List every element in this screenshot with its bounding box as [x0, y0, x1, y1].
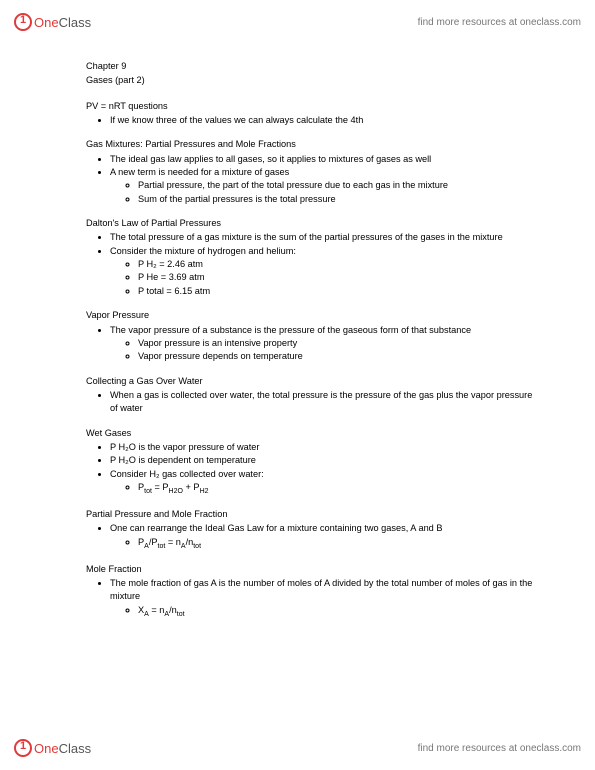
- sublist: XA = nA/ntot: [110, 604, 535, 620]
- page-header: OneClass find more resources at oneclass…: [0, 8, 595, 36]
- section-pvnrt-list: If we know three of the values we can al…: [86, 114, 535, 127]
- section-molefrac-list: The mole fraction of gas A is the number…: [86, 577, 535, 620]
- list-item: One can rearrange the Ideal Gas Law for …: [110, 522, 535, 551]
- chapter-subtitle: Gases (part 2): [86, 74, 535, 87]
- list-item: Vapor pressure depends on temperature: [138, 350, 535, 363]
- list-item: Sum of the partial pressures is the tota…: [138, 193, 535, 206]
- eq-part: = n: [165, 537, 181, 547]
- eq-part: /n: [169, 605, 177, 615]
- section-wet-title: Wet Gases: [86, 427, 535, 440]
- eq-part: + P: [183, 482, 200, 492]
- section-ppmf-list: One can rearrange the Ideal Gas Law for …: [86, 522, 535, 551]
- list-item: When a gas is collected over water, the …: [110, 389, 535, 416]
- sublist: P H₂ = 2.46 atm P He = 3.69 atm P total …: [110, 258, 535, 298]
- chapter-title: Chapter 9: [86, 60, 535, 73]
- eq-sub: tot: [144, 488, 152, 495]
- sublist: PA/Ptot = nA/ntot: [110, 536, 535, 552]
- section-vapor-list: The vapor pressure of a substance is the…: [86, 324, 535, 364]
- list-item-text: Consider H₂ gas collected over water:: [110, 469, 264, 479]
- header-tagline: find more resources at oneclass.com: [418, 17, 581, 28]
- section-collecting-title: Collecting a Gas Over Water: [86, 375, 535, 388]
- list-item: The mole fraction of gas A is the number…: [110, 577, 535, 620]
- logo-text-footer: OneClass: [34, 741, 91, 756]
- list-item: Ptot = PH2O + PH2: [138, 481, 535, 497]
- brand-logo: OneClass: [14, 13, 91, 31]
- logo-text: OneClass: [34, 15, 91, 30]
- eq-sub: H2: [200, 488, 209, 495]
- section-pvnrt-title: PV = nRT questions: [86, 100, 535, 113]
- list-item: A new term is needed for a mixture of ga…: [110, 166, 535, 206]
- list-item: The vapor pressure of a substance is the…: [110, 324, 535, 364]
- list-item: If we know three of the values we can al…: [110, 114, 535, 127]
- eq-part: = P: [152, 482, 169, 492]
- logo-one: One: [34, 741, 59, 756]
- sublist: Ptot = PH2O + PH2: [110, 481, 535, 497]
- sublist: Vapor pressure is an intensive property …: [110, 337, 535, 364]
- document-content: Chapter 9 Gases (part 2) PV = nRT questi…: [86, 60, 535, 620]
- list-item: Partial pressure, the part of the total …: [138, 179, 535, 192]
- list-item: P H₂ = 2.46 atm: [138, 258, 535, 271]
- logo-class: Class: [59, 741, 92, 756]
- eq-part: /P: [149, 537, 158, 547]
- logo-one: One: [34, 15, 59, 30]
- sublist: Partial pressure, the part of the total …: [110, 179, 535, 206]
- list-item: P H₂O is dependent on temperature: [110, 454, 535, 467]
- footer-tagline: find more resources at oneclass.com: [418, 743, 581, 754]
- list-item-text: Consider the mixture of hydrogen and hel…: [110, 246, 296, 256]
- eq-sub: tot: [177, 610, 185, 617]
- logo-icon: [14, 13, 32, 31]
- list-item: Consider H₂ gas collected over water: Pt…: [110, 468, 535, 497]
- section-vapor-title: Vapor Pressure: [86, 309, 535, 322]
- page-footer: OneClass find more resources at oneclass…: [0, 734, 595, 762]
- list-item-text: The mole fraction of gas A is the number…: [110, 578, 532, 601]
- section-mixtures-list: The ideal gas law applies to all gases, …: [86, 153, 535, 206]
- brand-logo-footer: OneClass: [14, 739, 91, 757]
- list-item: P He = 3.69 atm: [138, 271, 535, 284]
- section-wet-list: P H₂O is the vapor pressure of water P H…: [86, 441, 535, 497]
- section-ppmf-title: Partial Pressure and Mole Fraction: [86, 508, 535, 521]
- list-item: P H₂O is the vapor pressure of water: [110, 441, 535, 454]
- list-item-text: One can rearrange the Ideal Gas Law for …: [110, 523, 442, 533]
- section-collecting-list: When a gas is collected over water, the …: [86, 389, 535, 416]
- section-molefrac-title: Mole Fraction: [86, 563, 535, 576]
- eq-sub: tot: [193, 542, 201, 549]
- section-dalton-title: Dalton's Law of Partial Pressures: [86, 217, 535, 230]
- section-mixtures-title: Gas Mixtures: Partial Pressures and Mole…: [86, 138, 535, 151]
- eq-sub: H2O: [169, 488, 183, 495]
- list-item: PA/Ptot = nA/ntot: [138, 536, 535, 552]
- logo-class: Class: [59, 15, 92, 30]
- logo-icon: [14, 739, 32, 757]
- list-item: P total = 6.15 atm: [138, 285, 535, 298]
- list-item: The ideal gas law applies to all gases, …: [110, 153, 535, 166]
- list-item: The total pressure of a gas mixture is t…: [110, 231, 535, 244]
- section-dalton-list: The total pressure of a gas mixture is t…: [86, 231, 535, 298]
- list-item-text: The vapor pressure of a substance is the…: [110, 325, 471, 335]
- list-item: Consider the mixture of hydrogen and hel…: [110, 245, 535, 298]
- list-item-text: A new term is needed for a mixture of ga…: [110, 167, 289, 177]
- list-item: XA = nA/ntot: [138, 604, 535, 620]
- list-item: Vapor pressure is an intensive property: [138, 337, 535, 350]
- eq-part: = n: [149, 605, 165, 615]
